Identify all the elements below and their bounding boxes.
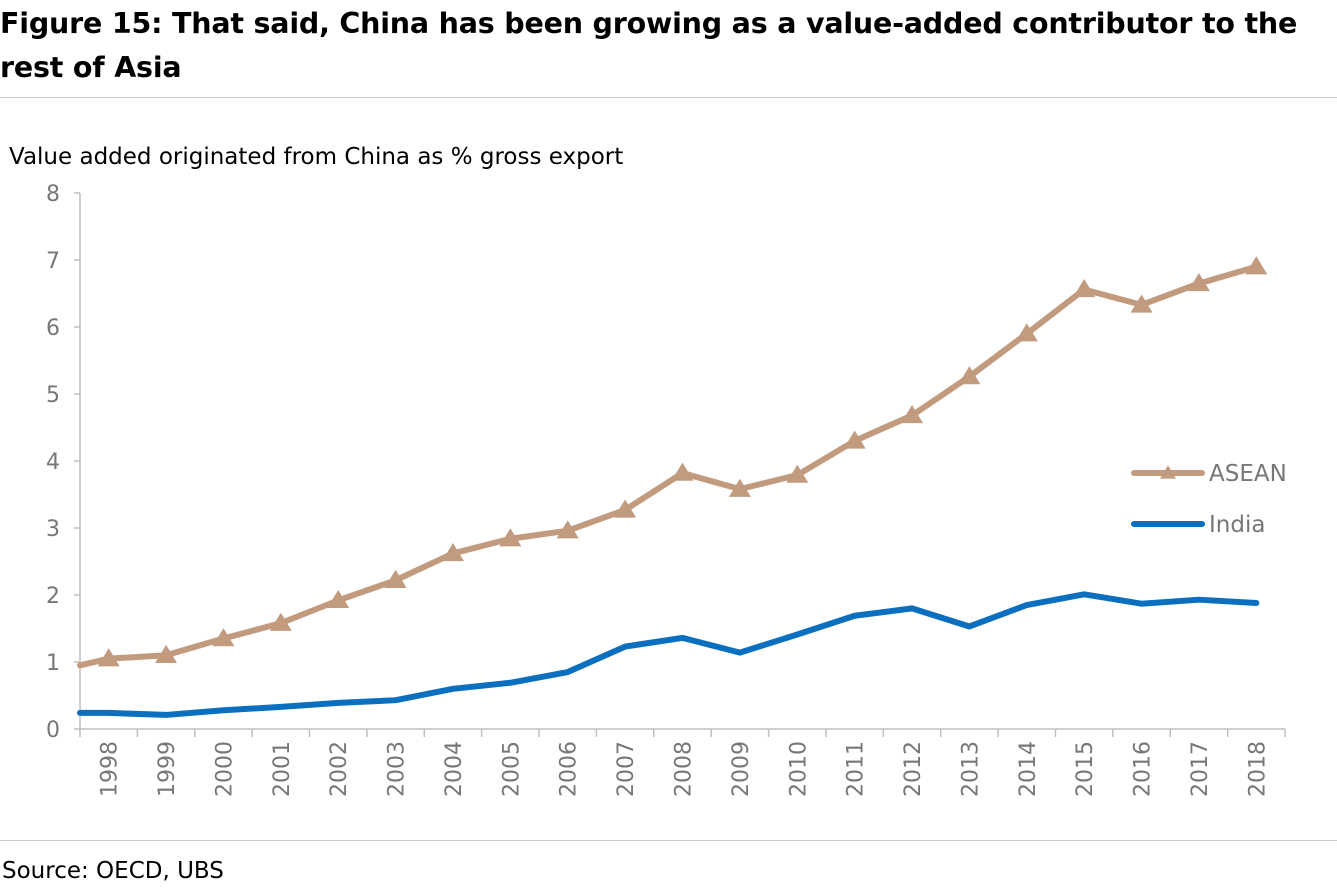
data-point (614, 499, 637, 518)
y-tick-label: 3 (46, 517, 60, 542)
line-chart: Value added originated from China as % g… (9, 144, 1287, 797)
bottom-divider (0, 840, 1337, 841)
data-point (786, 464, 809, 483)
x-tick-label: 2006 (557, 741, 582, 797)
data-point (269, 612, 292, 631)
x-tick-label: 2017 (1188, 741, 1213, 797)
data-point (1187, 273, 1210, 292)
data-point (499, 528, 522, 547)
y-tick-label: 1 (46, 651, 60, 676)
x-tick-label: 2007 (614, 741, 639, 797)
legend-marker (1160, 465, 1176, 479)
x-tick-label: 2009 (729, 741, 754, 797)
x-tick-label: 1998 (98, 741, 123, 797)
legend-label: India (1209, 512, 1265, 538)
series-line (77, 263, 1260, 669)
source-note: Source: OECD, UBS (2, 858, 224, 884)
x-tick-label: 2016 (1131, 741, 1156, 797)
x-tick-label: 1999 (155, 741, 180, 797)
y-tick-label: 4 (46, 450, 60, 475)
legend-label: ASEAN (1209, 461, 1287, 487)
x-tick-label: 2001 (270, 741, 295, 797)
series-layer (77, 256, 1268, 718)
legend-item-india: India (1131, 512, 1265, 538)
y-tick-label: 8 (46, 182, 60, 207)
data-point (843, 430, 866, 449)
top-divider (0, 97, 1337, 98)
data-point (327, 589, 350, 609)
y-tick-label: 6 (46, 316, 60, 341)
data-point (1245, 256, 1268, 275)
y-tick-label: 7 (46, 249, 60, 274)
axes: 0 1 2 3 4 5 6 7 8 1998 1999 2000 2001 2002 2003 2004 200… (46, 182, 1286, 797)
data-point (728, 478, 751, 497)
x-tick-label: 2000 (212, 741, 237, 797)
data-point (155, 644, 178, 663)
series-india (77, 591, 1260, 718)
legend-item-asean: ASEAN (1131, 461, 1287, 487)
data-point (671, 462, 694, 481)
series-asean (77, 256, 1268, 669)
x-tick-label: 2015 (1073, 741, 1098, 797)
y-tick-label: 5 (46, 383, 60, 408)
x-tick-label: 2005 (499, 741, 524, 797)
x-tick-label: 2014 (1016, 741, 1041, 797)
x-tick-label: 2008 (672, 741, 697, 797)
data-point (901, 404, 924, 424)
data-point (384, 569, 407, 588)
data-point (1073, 279, 1096, 298)
data-point (1130, 294, 1153, 313)
y-tick-label: 0 (46, 718, 60, 743)
series-line (77, 591, 1260, 718)
x-tick-label: 2010 (786, 741, 811, 797)
x-tick-label: 2013 (958, 741, 983, 797)
x-tick-label: 2002 (327, 741, 352, 797)
data-point (958, 366, 981, 385)
data-point (441, 543, 464, 562)
data-point (212, 628, 235, 647)
x-tick-label: 2003 (385, 741, 410, 797)
y-tick-label: 2 (46, 584, 60, 609)
x-tick-label: 2012 (901, 741, 926, 797)
legend: ASEAN India (1131, 461, 1287, 538)
x-tick-label: 2004 (442, 741, 467, 797)
data-point (1015, 323, 1038, 342)
x-tick-label: 2011 (844, 741, 869, 797)
data-point (97, 648, 120, 667)
data-point (556, 520, 579, 539)
x-tick-label: 2018 (1245, 741, 1270, 797)
figure-title: Figure 15: That said, China has been gro… (0, 7, 1298, 84)
y-axis-label: Value added originated from China as % g… (9, 144, 623, 170)
